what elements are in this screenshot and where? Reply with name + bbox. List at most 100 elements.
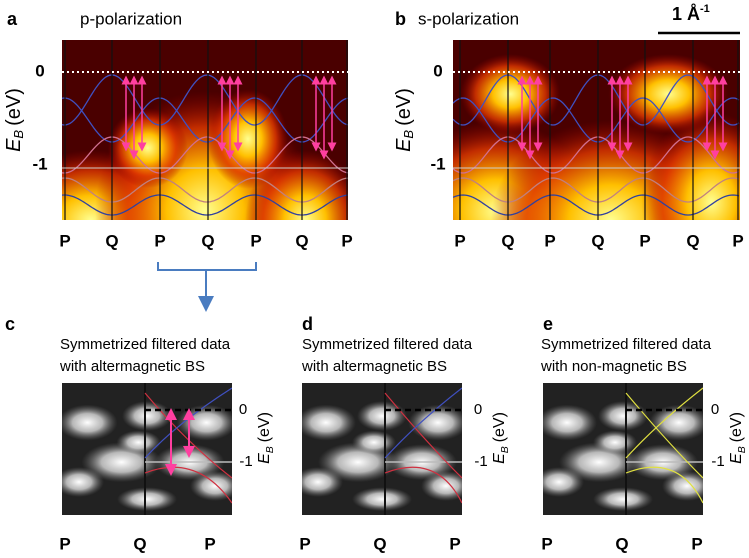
y-axis-title: EB (eV) — [3, 88, 26, 152]
panel-title: s-polarization — [418, 9, 519, 28]
scale-bar-label: 1 Å-1 — [672, 3, 710, 24]
band — [62, 74, 348, 126]
x-label: P — [59, 534, 70, 553]
intensity — [408, 404, 462, 441]
band — [625, 392, 703, 479]
intensity — [107, 108, 188, 188]
caption: with altermagnetic BS — [301, 358, 447, 375]
band — [453, 74, 740, 126]
intensity — [302, 404, 356, 441]
x-label: P — [639, 231, 650, 250]
y-tick-label: 0 — [474, 401, 482, 418]
y-title-unit: (eV) — [728, 412, 745, 442]
band — [625, 466, 703, 504]
y-title-sub: B — [737, 446, 748, 453]
intensity — [122, 401, 172, 431]
band — [62, 97, 348, 143]
intensity — [116, 430, 161, 455]
x-label: P — [204, 534, 215, 553]
intensity — [190, 470, 232, 501]
caption: Symmetrized filtered data — [60, 336, 231, 353]
caption: Symmetrized filtered data — [541, 336, 712, 353]
y-title-symbol: E — [256, 453, 273, 464]
caption: Symmetrized filtered data — [302, 336, 473, 353]
x-label: Q — [373, 534, 386, 553]
y-tick-label: -1 — [711, 453, 724, 470]
y-tick-label: -1 — [474, 453, 487, 470]
intensity — [593, 487, 653, 512]
band — [144, 387, 232, 459]
y-title-unit: (eV) — [3, 88, 25, 126]
intensity — [117, 487, 177, 512]
x-label: Q — [615, 534, 628, 553]
intensity — [357, 401, 407, 431]
band — [62, 194, 348, 216]
x-label: Q — [686, 231, 699, 250]
x-label: P — [449, 534, 460, 553]
y-tick-label: -1 — [239, 453, 252, 470]
y-tick-label: -1 — [32, 154, 47, 173]
y-tick-label: 0 — [711, 401, 719, 418]
x-label: P — [691, 534, 702, 553]
y-title-symbol: E — [728, 453, 745, 464]
intensity — [543, 467, 584, 497]
y-axis-title: EB (eV) — [393, 88, 416, 152]
x-label: P — [59, 231, 70, 250]
x-label: Q — [201, 231, 214, 250]
intensity — [649, 404, 703, 441]
x-label: P — [454, 231, 465, 250]
y-tick-label: -1 — [430, 154, 445, 173]
band — [453, 136, 740, 174]
y-title-symbol: E — [491, 453, 508, 464]
panel-label: d — [302, 314, 313, 334]
x-label: P — [341, 231, 352, 250]
band — [453, 194, 740, 216]
band — [384, 466, 462, 504]
filtered-image — [543, 383, 703, 515]
x-label: Q — [591, 231, 604, 250]
intensity — [352, 487, 412, 512]
bracket — [157, 262, 257, 271]
filtered-image — [302, 383, 462, 515]
filtered-image — [62, 383, 232, 515]
x-label: Q — [295, 231, 308, 250]
x-label: P — [299, 534, 310, 553]
y-axis-title: EB (eV) — [256, 412, 276, 464]
caption: with altermagnetic BS — [59, 358, 205, 375]
intensity — [421, 470, 462, 501]
scale-text: 1 Å — [672, 4, 700, 24]
intensity — [543, 404, 597, 441]
heatmap — [62, 40, 348, 220]
intensity — [662, 470, 703, 501]
band — [625, 387, 703, 459]
y-tick-label: 0 — [35, 61, 44, 80]
y-title-sub: B — [265, 446, 276, 453]
y-axis-title: EB (eV) — [491, 412, 511, 464]
intensity — [62, 467, 104, 497]
y-axis-title: EB (eV) — [728, 412, 748, 464]
x-label: P — [250, 231, 261, 250]
x-label: P — [154, 231, 165, 250]
x-label: Q — [105, 231, 118, 250]
intensity — [593, 430, 637, 455]
band — [453, 177, 740, 203]
band — [62, 136, 348, 174]
intensity — [302, 467, 343, 497]
intensity — [352, 430, 396, 455]
panel-label: c — [5, 314, 15, 334]
intensity — [62, 404, 118, 441]
y-title-symbol: E — [3, 138, 25, 152]
x-label: Q — [501, 231, 514, 250]
band — [62, 177, 348, 203]
x-label: P — [732, 231, 743, 250]
y-title-symbol: E — [393, 138, 415, 152]
y-title-unit: (eV) — [256, 412, 273, 442]
scale-sup: -1 — [700, 3, 710, 15]
band — [144, 466, 232, 504]
x-label: P — [544, 231, 555, 250]
panel-label: a — [7, 9, 18, 29]
y-tick-label: 0 — [433, 61, 442, 80]
panel-title: p-polarization — [80, 9, 182, 28]
